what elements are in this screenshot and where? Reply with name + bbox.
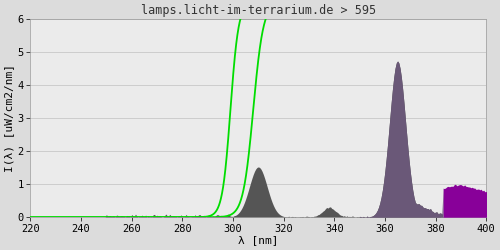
Y-axis label: I(λ) [uW/cm2/nm]: I(λ) [uW/cm2/nm] xyxy=(4,64,15,172)
Title: lamps.licht-im-terrarium.de > 595: lamps.licht-im-terrarium.de > 595 xyxy=(140,4,376,18)
X-axis label: λ [nm]: λ [nm] xyxy=(238,236,279,246)
